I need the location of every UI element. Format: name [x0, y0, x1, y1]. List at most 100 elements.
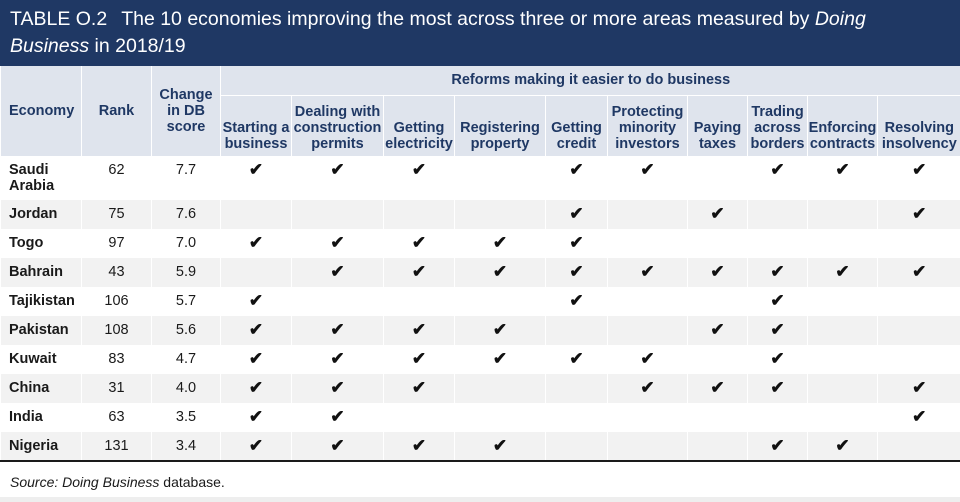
header-rank: Rank [81, 66, 152, 156]
reform-cell [545, 432, 608, 462]
reform-cell: ✔ [383, 156, 455, 200]
reform-cell: ✔ [383, 229, 455, 258]
reform-cell: ✔ [545, 229, 608, 258]
reform-cell: ✔ [545, 156, 608, 200]
reform-cell: ✔ [747, 258, 808, 287]
change-cell: 5.9 [151, 258, 221, 287]
reform-cell [807, 287, 878, 316]
table-row: China 31 4.0 ✔ ✔ ✔ ✔ ✔ ✔ ✔ [0, 374, 960, 403]
reform-cell: ✔ [545, 287, 608, 316]
check-icon: ✔ [330, 233, 345, 252]
reform-cell [607, 229, 688, 258]
reform-cell: ✔ [454, 345, 546, 374]
reform-cell: ✔ [807, 432, 878, 462]
check-icon: ✔ [835, 160, 850, 179]
economy-cell: Nigeria [0, 432, 82, 462]
check-icon: ✔ [492, 233, 508, 252]
reform-cell: ✔ [291, 374, 384, 403]
reform-cell [291, 200, 384, 229]
check-icon: ✔ [770, 160, 785, 179]
reform-cell: ✔ [220, 229, 292, 258]
reform-cell: ✔ [220, 287, 292, 316]
check-icon: ✔ [569, 160, 584, 179]
bottom-strip [0, 497, 960, 502]
reform-cell [747, 200, 808, 229]
header-reform: Getting electricity [383, 94, 455, 156]
reform-cell: ✔ [454, 432, 546, 462]
check-icon: ✔ [248, 233, 264, 252]
check-icon: ✔ [710, 204, 725, 223]
rank-cell: 106 [81, 287, 152, 316]
header-reform: Getting credit [545, 94, 608, 156]
change-cell: 5.7 [151, 287, 221, 316]
reform-cell [383, 287, 455, 316]
reform-cell [454, 403, 546, 432]
table-row: Saudi Arabia 62 7.7 ✔ ✔ ✔ ✔ ✔ ✔ ✔ ✔ [0, 156, 960, 200]
reform-cell [383, 403, 455, 432]
header-reform: Paying taxes [687, 94, 748, 156]
rank-cell: 108 [81, 316, 152, 345]
table-title: TABLE O.2 The 10 economies improving the … [0, 0, 960, 66]
reform-cell: ✔ [454, 258, 546, 287]
rank-cell: 75 [81, 200, 152, 229]
table-row: Tajikistan 106 5.7 ✔ ✔ ✔ [0, 287, 960, 316]
reform-cell: ✔ [291, 403, 384, 432]
header-reform: Protecting minority investors [607, 94, 688, 156]
reform-cell: ✔ [220, 345, 292, 374]
check-icon: ✔ [770, 291, 785, 310]
header-reform: Resolving insolvency [876, 94, 960, 156]
check-icon: ✔ [411, 436, 427, 455]
table-row: Nigeria 131 3.4 ✔ ✔ ✔ ✔ ✔ ✔ [0, 432, 960, 462]
table-row: Kuwait 83 4.7 ✔ ✔ ✔ ✔ ✔ ✔ ✔ [0, 345, 960, 374]
check-icon: ✔ [912, 262, 927, 281]
check-icon: ✔ [248, 291, 264, 310]
economy-cell: India [0, 403, 82, 432]
reform-cell: ✔ [687, 258, 748, 287]
reform-cell: ✔ [747, 156, 808, 200]
reform-cell: ✔ [545, 258, 608, 287]
rank-cell: 83 [81, 345, 152, 374]
rank-cell: 63 [81, 403, 152, 432]
reform-cell [876, 345, 960, 374]
check-icon: ✔ [710, 320, 725, 339]
table-label: TABLE O.2 [10, 8, 108, 30]
table-row: Pakistan 108 5.6 ✔ ✔ ✔ ✔ ✔ ✔ [0, 316, 960, 345]
reform-cell: ✔ [291, 316, 384, 345]
header-reform: Dealing with construction permits [291, 94, 384, 156]
change-cell: 3.5 [151, 403, 221, 432]
check-icon: ✔ [640, 160, 655, 179]
check-icon: ✔ [569, 291, 584, 310]
reform-cell: ✔ [220, 374, 292, 403]
check-icon: ✔ [912, 378, 927, 397]
reform-cell [454, 200, 546, 229]
reform-cell: ✔ [291, 345, 384, 374]
check-icon: ✔ [330, 160, 345, 179]
reform-cell [220, 258, 292, 287]
reform-cell [747, 403, 808, 432]
rank-cell: 31 [81, 374, 152, 403]
check-icon: ✔ [569, 349, 584, 368]
reform-cell [545, 403, 608, 432]
reform-cell: ✔ [687, 200, 748, 229]
check-icon: ✔ [330, 378, 345, 397]
reform-cell: ✔ [807, 258, 878, 287]
economy-cell: Kuwait [0, 345, 82, 374]
reform-cell [607, 403, 688, 432]
check-icon: ✔ [770, 320, 785, 339]
reform-cell [876, 432, 960, 462]
reform-cell: ✔ [545, 200, 608, 229]
reform-cell [545, 316, 608, 345]
reform-cell: ✔ [383, 316, 455, 345]
change-cell: 5.6 [151, 316, 221, 345]
reform-cell: ✔ [876, 258, 960, 287]
check-icon: ✔ [330, 407, 345, 426]
reform-cell [607, 432, 688, 462]
reform-cell [383, 200, 455, 229]
check-icon: ✔ [770, 378, 785, 397]
check-icon: ✔ [912, 407, 927, 426]
check-icon: ✔ [411, 349, 427, 368]
check-icon: ✔ [492, 436, 508, 455]
reform-cell [454, 374, 546, 403]
reform-cell: ✔ [383, 258, 455, 287]
reform-cell: ✔ [876, 403, 960, 432]
